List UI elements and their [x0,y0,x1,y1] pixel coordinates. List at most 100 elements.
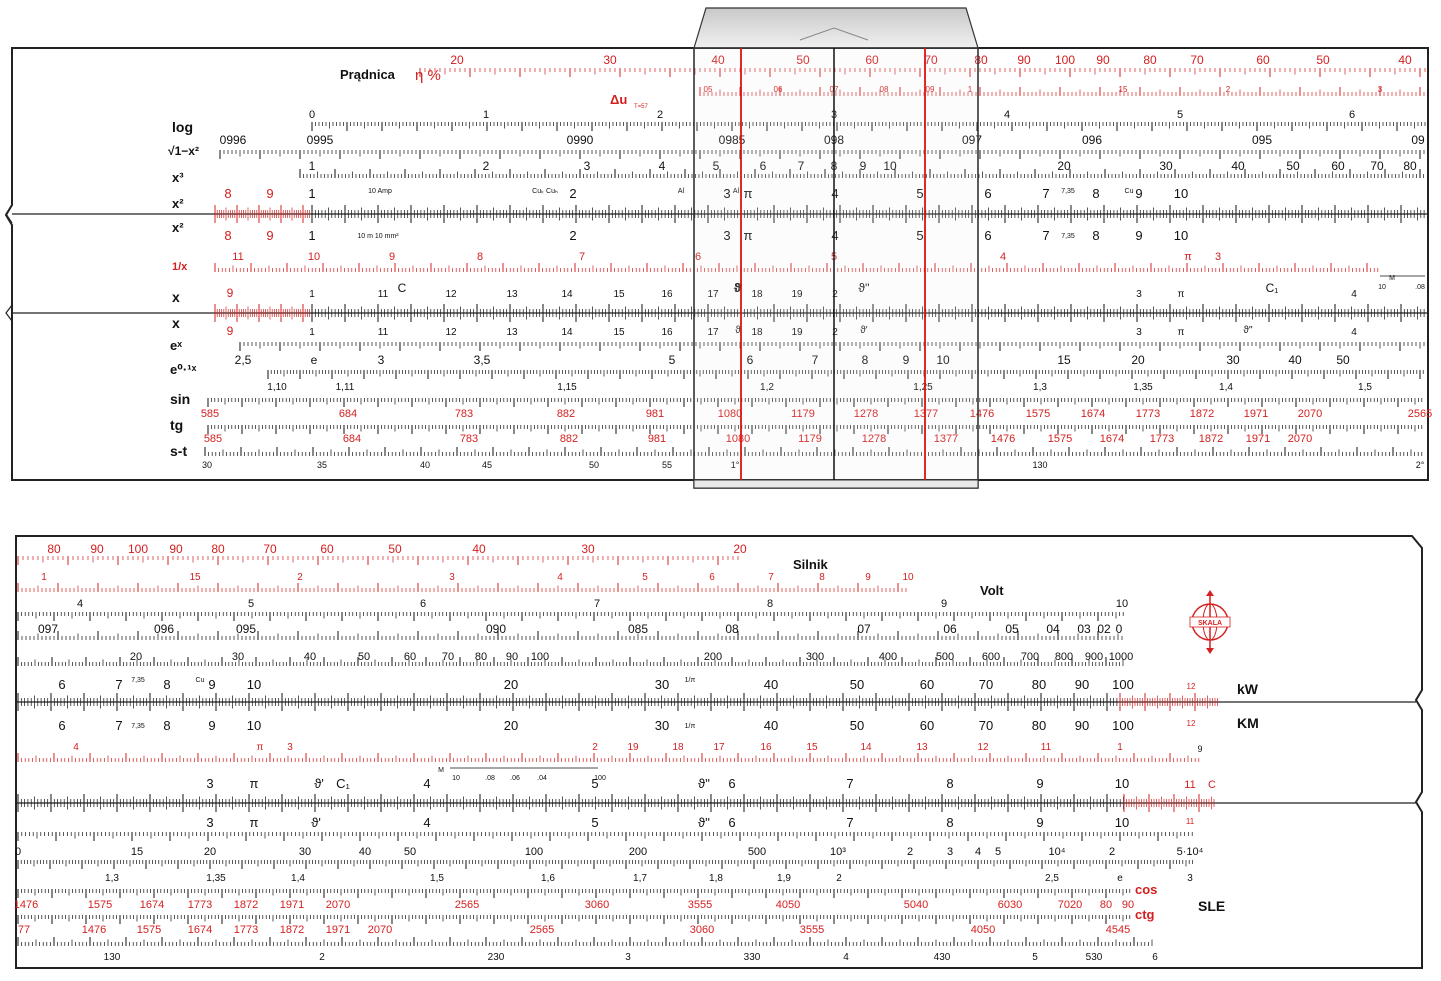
bot-ex-num: 2 [907,846,913,858]
bot-inv-m-num: M [438,767,444,774]
bot-x2a-num: 40 [764,677,778,692]
top-sqrt-ticks [219,150,1425,159]
bot-log-num: 5 [248,598,254,610]
bot-ex: 0 15 20 30 40 50 100 200 500 10³ 2 3 4 5 10⁴ 2 5·10⁴ [15,846,1204,858]
top-xb-num: 13 [506,327,518,338]
pradnica-label: Prądnica [340,67,396,82]
bot-x2a: 6 7 8 9 10 20 30 40 50 60 70 80 90 100 [58,677,1133,692]
top-tg: 585 684 783 882 981 1080 1179 1278 1377 1476 1575 1… [204,433,1312,445]
bot-x2a-marks: 7,35 Cu 1/π [131,677,695,684]
bot-inv-num: 14 [860,742,872,753]
top-ex-num: 3 [378,353,385,367]
top-x2a-num: 6 [984,186,991,201]
top-tg-num: 783 [460,433,478,445]
top-ex-num: 15 [1057,353,1071,367]
xb-label: x [172,315,180,331]
top-sin-num: 1575 [1026,408,1050,420]
top-xa-num: π [1178,289,1185,300]
top-x2a-num: 7 [1042,186,1049,201]
bot-x2b-num: 7 [115,718,122,733]
top-xa-red-ticks [214,304,310,313]
bot-xa-num: 10 [1115,776,1129,791]
bot-xb-num: π [250,815,259,830]
bot-sin: 1476 1575 1674 1773 1872 1971 2070 2565 3060 3555… [14,899,1134,911]
bot-inv-num: 1 [1117,742,1123,753]
top-xb-num: 16 [661,327,673,338]
bot-sin-num: 4050 [776,899,800,911]
delta-u-sub: T=57 [634,104,649,110]
bot-sqrt-num: 08 [725,622,739,636]
bot-x3-num: 800 [1055,651,1073,663]
bot-eta-num: 100 [128,542,148,556]
bot-x2a-marks-num: 7,35 [131,677,145,684]
bot-xb-num: 3 [206,815,213,830]
bot-sin-num: 90 [1122,899,1134,911]
bot-x3-ticks [17,657,1124,666]
bot-xb-num: 6 [728,815,735,830]
bot-inv-num: 15 [806,742,818,753]
top-xb: 111121314151617181923π4 [309,327,1357,338]
bot-log-num: 6 [420,598,426,610]
bot-tg-num: 3555 [800,924,824,936]
top-ex-num: 9 [903,353,910,367]
top-x3-num: 60 [1331,159,1345,173]
bot-du-num: 4 [557,572,563,583]
bot-tg-num: 77 [18,924,30,936]
top-xa-num: 4 [1351,289,1357,300]
bot-ex-num: 500 [748,846,766,858]
top-ex-num: 6 [747,353,754,367]
bot-x2a-num: 80 [1032,677,1046,692]
bot-x3-num: 70 [442,651,454,663]
top-tg-num: 684 [343,433,361,445]
bot-x2b-num: 30 [655,718,669,733]
bot-eta-num: 80 [47,542,61,556]
bot-inv-black: 9 [1197,744,1202,754]
bot-x2a-num: 100 [1112,677,1134,692]
bot-eta-num: 50 [388,542,402,556]
top-x3-num: 1 [309,159,316,173]
top-tg-num: 1179 [798,433,822,445]
top-x2a: 1 2 3π 4 5 6 7 8 9 10 [308,186,1188,201]
top-x2a-marks-num: 7,35 [1061,188,1075,195]
cursor-window[interactable] [693,7,979,489]
cos-label: cos [1135,882,1157,897]
bot-sin-num: 1971 [280,899,304,911]
top-sin-num: 783 [455,408,473,420]
top-st-num: 50 [589,460,599,470]
top-inv-num: 11 [232,251,243,263]
bot-xa-num: π [250,776,259,791]
top-eta-num: 70 [1190,53,1204,67]
top-inv-m-nums-num: 10 [1378,284,1386,291]
top-xb-num: 19 [791,327,803,338]
top-xa-marks-num: ϑ' [734,281,743,295]
ex-label: eˣ [170,338,182,353]
sqrt-label: √1−x² [168,144,199,158]
top-x2b-num: 5 [916,228,923,243]
top-log-num: 0 [309,109,315,121]
bot-x3-num: 30 [232,651,244,663]
bot-x2a-num: 90 [1075,677,1089,692]
top-sin-num: 2070 [1298,408,1322,420]
bot-st-num: 3 [625,952,631,963]
km-label: KM [1237,715,1259,731]
bot-e01-num: 1,3 [105,873,119,884]
bot-du-num: 7 [768,572,774,583]
top-x2a-marks-num: Al [733,188,740,195]
top-x2b-red-num: 9 [266,228,273,243]
bot-eta-num: 80 [211,542,225,556]
top-log-num: 6 [1349,109,1355,121]
bot-x2b-num: 80 [1032,718,1046,733]
top-st-ticks [204,447,1423,456]
bot-x2b-marks-num: 7,35 [131,723,145,730]
top-e01-num: 1,35 [1133,382,1153,393]
bot-inv-m-nums-num: .04 [537,775,547,782]
bot-ex-num: 10³ [830,846,846,858]
bot-sin-num: 3555 [688,899,712,911]
top-x3-ticks [299,169,1424,178]
top-x3: 1234567891020304050607080 [309,159,1417,173]
bot-xb-num: ϑ'' [698,815,710,830]
top-sqrt-num: 0985 [719,133,746,147]
bot-x2b-marks-num: 1/π [685,723,696,730]
top-x2b: 1 2 3π 4 5 6 7 8 9 10 [308,228,1188,243]
